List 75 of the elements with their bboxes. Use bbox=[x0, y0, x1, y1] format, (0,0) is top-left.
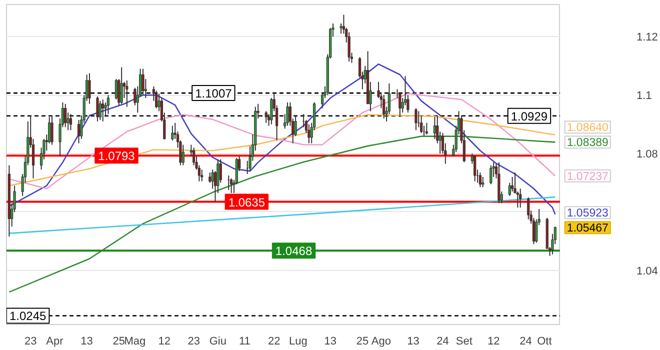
ref-line-label: 1.0793 bbox=[98, 149, 136, 164]
y-tick-label: 1.04 bbox=[636, 265, 658, 278]
candlestick bbox=[230, 178, 233, 194]
candlestick bbox=[286, 102, 289, 126]
candlestick bbox=[50, 115, 54, 146]
candlestick bbox=[519, 188, 522, 208]
ref-line-label: 1.0635 bbox=[228, 195, 266, 210]
x-tick-label: 13 bbox=[407, 336, 420, 348]
candlestick bbox=[420, 115, 423, 134]
x-tick-label: 11 bbox=[238, 336, 250, 348]
x-tick-label: 12 bbox=[158, 336, 171, 348]
data-label: 1.08640 bbox=[566, 122, 608, 134]
x-tick-label: 24 bbox=[436, 336, 449, 348]
x-tick-label: 13 bbox=[324, 336, 336, 348]
ref-line-label: 1.0929 bbox=[510, 109, 548, 124]
line-series bbox=[8, 114, 556, 186]
candlestick bbox=[433, 116, 436, 140]
candlestick bbox=[382, 94, 386, 119]
x-tick-label: 23 bbox=[188, 336, 200, 348]
y-tick-label: 1.12 bbox=[636, 32, 658, 44]
x-tick-label: Set bbox=[456, 336, 472, 348]
x-tick-label: 13 bbox=[80, 336, 93, 348]
candlestick bbox=[211, 169, 214, 190]
x-tick-label: 12 bbox=[487, 336, 500, 348]
candlestick bbox=[527, 196, 530, 220]
candlestick bbox=[96, 96, 99, 122]
ref-line-label: 1.0468 bbox=[275, 244, 312, 258]
candlestick bbox=[126, 80, 128, 108]
data-label: 1.07237 bbox=[566, 170, 608, 183]
candlestick bbox=[490, 164, 492, 185]
x-tick-label: 23 bbox=[24, 336, 37, 348]
candlestick bbox=[511, 176, 514, 192]
candlestick bbox=[398, 92, 402, 118]
x-tick-label: 22 bbox=[268, 336, 280, 348]
candlestick bbox=[114, 78, 118, 100]
candlestick bbox=[478, 172, 482, 188]
candlestick bbox=[474, 154, 476, 182]
x-tick-label: 25 bbox=[356, 336, 369, 348]
y-tick-label: 1.08 bbox=[636, 148, 658, 161]
candlestick bbox=[182, 144, 184, 166]
candlestick bbox=[120, 66, 123, 104]
candlestick bbox=[414, 108, 418, 131]
candlestick bbox=[192, 147, 196, 166]
candlestick bbox=[171, 125, 174, 141]
candlestick bbox=[106, 94, 110, 115]
x-tick-label: 24 bbox=[520, 336, 532, 348]
line-series bbox=[8, 63, 556, 215]
data-label: 1.05923 bbox=[566, 208, 608, 220]
candlestick bbox=[155, 90, 158, 109]
candlestick bbox=[482, 176, 484, 188]
y-tick-label: 1.1 bbox=[636, 90, 652, 102]
x-tick-label: Mag bbox=[124, 336, 146, 348]
x-tick-label: 25 bbox=[112, 336, 126, 348]
candlestick bbox=[102, 98, 104, 122]
annotation: 1.05467 bbox=[566, 222, 608, 235]
candlestick bbox=[264, 110, 268, 124]
data-label: 1.08389 bbox=[566, 137, 608, 150]
x-tick-label: Apr bbox=[46, 336, 64, 348]
ref-line-label: 1.1007 bbox=[195, 86, 232, 101]
candlestick bbox=[77, 119, 80, 144]
candlestick bbox=[64, 103, 67, 128]
candlestick bbox=[88, 72, 91, 104]
candlestick bbox=[348, 32, 350, 62]
x-tick-label: Lug bbox=[289, 336, 308, 348]
candlestick bbox=[142, 68, 144, 96]
candlestick bbox=[308, 124, 310, 144]
candlestick bbox=[98, 100, 102, 120]
candlestick bbox=[516, 191, 519, 208]
candlestick bbox=[69, 114, 72, 131]
candlestick bbox=[200, 169, 204, 182]
ref-line-label: 1.0245 bbox=[10, 309, 47, 324]
x-tick-label: Ago bbox=[371, 336, 391, 348]
x-tick-label: Ott bbox=[537, 336, 552, 348]
candlestick bbox=[425, 122, 428, 136]
x-tick-label: Giu bbox=[209, 336, 226, 348]
